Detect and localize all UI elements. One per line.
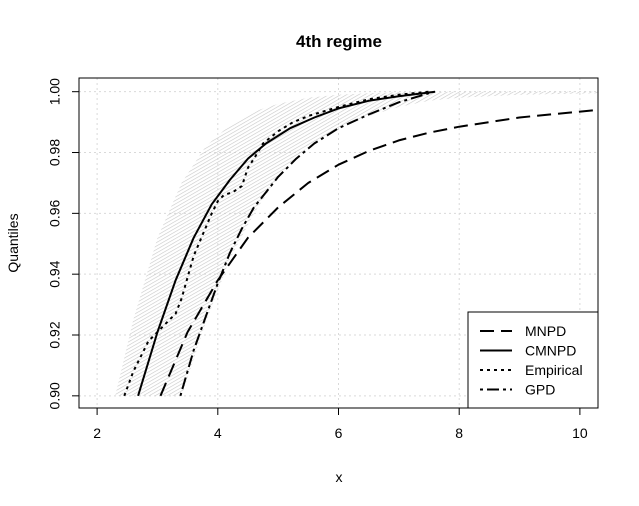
legend-label-empirical: Empirical: [525, 362, 583, 378]
y-axis: 0.90 0.92 0.94 0.96 0.98 1.00: [47, 78, 80, 409]
y-tick-label-3: 0.96: [47, 200, 63, 227]
x-tick-label-2: 6: [335, 425, 343, 441]
legend: MNPD CMNPD Empirical GPD: [467, 311, 599, 409]
legend-label-mnpd: MNPD: [525, 323, 566, 339]
x-tick-label-4: 10: [572, 425, 588, 441]
x-tick-label-0: 2: [93, 425, 101, 441]
x-tick-label-3: 8: [455, 425, 463, 441]
legend-label-cmnpd: CMNPD: [525, 343, 576, 359]
x-tick-label-1: 4: [214, 425, 222, 441]
x-axis-label: x: [336, 469, 343, 485]
y-tick-label-1: 0.92: [47, 321, 63, 348]
legend-label-gpd: GPD: [525, 382, 555, 398]
y-axis-label: Quantiles: [5, 213, 21, 272]
series-line-cmnpd: [137, 90, 436, 397]
y-tick-label-2: 0.94: [47, 260, 63, 287]
y-tick-label-0: 0.90: [47, 382, 63, 409]
series-line-gpd: [179, 92, 430, 397]
series-line-empirical: [123, 90, 430, 397]
band-area: [115, 91, 598, 396]
chart-title: 4th regime: [296, 32, 382, 51]
legend-box: [467, 311, 599, 409]
series-lines: [123, 90, 598, 397]
confidence-band: [115, 91, 598, 396]
y-tick-label-4: 0.98: [47, 139, 63, 166]
x-axis: 2 4 6 8 10: [93, 407, 588, 441]
y-tick-label-5: 1.00: [47, 78, 63, 105]
